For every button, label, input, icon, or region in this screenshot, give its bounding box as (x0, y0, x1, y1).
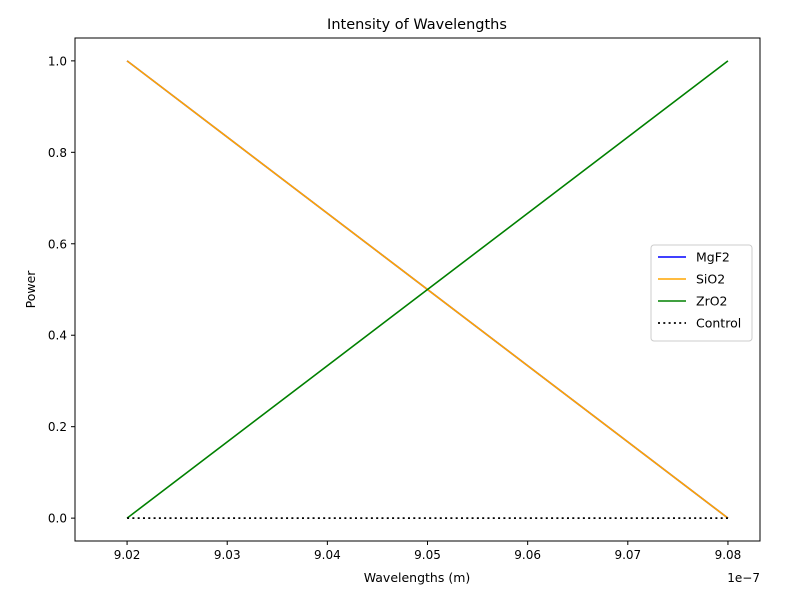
x-tick-label: 9.07 (614, 548, 641, 562)
x-axis-ticks: 9.02 9.03 9.04 9.05 9.06 9.07 9.08 (114, 541, 742, 562)
y-axis-ticks: 0.0 0.2 0.4 0.6 0.8 1.0 (48, 54, 75, 526)
y-tick-label: 0.4 (48, 329, 67, 343)
series-line-zro2 (126, 60, 729, 519)
x-axis-offset-text: 1e−7 (727, 571, 760, 585)
x-axis-label: Wavelengths (m) (364, 570, 471, 585)
legend-label-control: Control (696, 316, 741, 331)
legend-box (650, 244, 753, 342)
y-tick-label: 1.0 (48, 54, 67, 68)
y-tick-label: 0.2 (48, 420, 67, 434)
legend-label-zro2: ZrO2 (696, 294, 728, 309)
legend-label-mgf2: MgF2 (696, 250, 730, 265)
y-tick-label: 0.8 (48, 146, 67, 160)
plot-area (126, 60, 729, 520)
x-tick-label: 9.04 (314, 548, 341, 562)
chart-title: Intensity of Wavelengths (327, 17, 507, 33)
y-axis-label: Power (23, 270, 38, 309)
x-tick-label: 9.08 (715, 548, 742, 562)
x-tick-label: 9.03 (214, 548, 241, 562)
legend: MgF2 SiO2 ZrO2 Control (650, 244, 753, 342)
x-tick-label: 9.05 (414, 548, 441, 562)
axes-frame (74, 37, 761, 542)
y-tick-label: 0.6 (48, 237, 67, 251)
legend-label-sio2: SiO2 (696, 272, 725, 287)
y-tick-label: 0.0 (48, 512, 67, 526)
x-tick-label: 9.02 (114, 548, 141, 562)
x-tick-label: 9.06 (514, 548, 541, 562)
